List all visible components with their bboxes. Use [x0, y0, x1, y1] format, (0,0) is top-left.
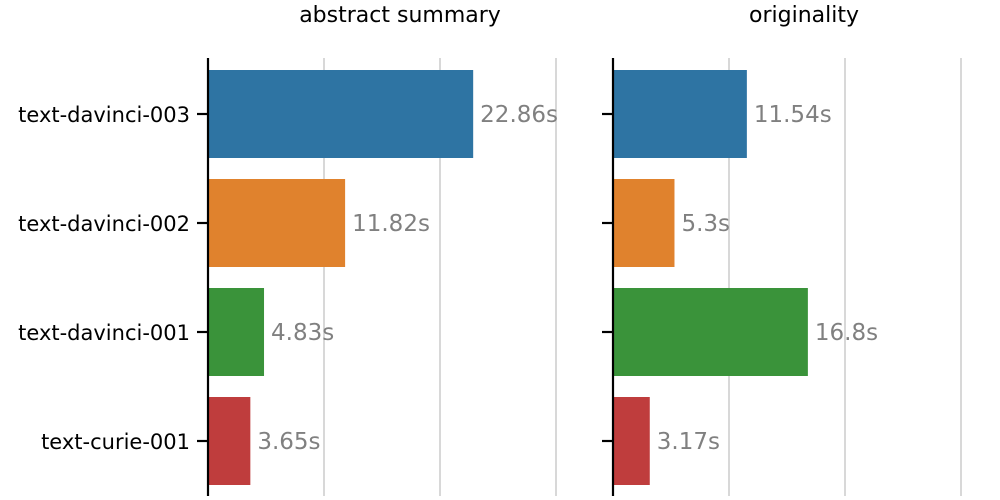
bar-text-davinci-001: [613, 288, 808, 376]
y-tick-labels: text-davinci-003 text-davinci-002 text-dav…: [18, 103, 190, 454]
bar-text-davinci-002: [208, 179, 346, 267]
panel-title-abstract-summary: abstract summary: [299, 3, 501, 28]
data-label-text-curie-001: 3.65s: [257, 429, 320, 455]
bar-text-davinci-003: [208, 70, 474, 158]
bar-text-curie-001: [208, 397, 251, 485]
data-label-text-davinci-001: 16.8s: [815, 320, 878, 346]
data-label-text-davinci-003: 22.86s: [480, 102, 558, 128]
bar-text-davinci-002: [613, 179, 675, 267]
panel-abstract-summary: abstract summary 22.86s 11.82s 4.83s 3.65s: [197, 3, 558, 496]
data-label-text-davinci-002: 5.3s: [681, 211, 730, 237]
bar-text-davinci-003: [613, 70, 747, 158]
y-tick-label-text-davinci-001: text-davinci-001: [18, 321, 190, 345]
bar-text-davinci-001: [208, 288, 265, 376]
bar-text-curie-001: [613, 397, 650, 485]
panel-originality: originality 11.54s 5.3s 16.8s 3.17s: [602, 3, 962, 496]
data-label-text-davinci-002: 11.82s: [352, 211, 430, 237]
y-tick-label-text-curie-001: text-curie-001: [41, 430, 190, 454]
y-tick-label-text-davinci-002: text-davinci-002: [18, 212, 190, 236]
data-label-text-davinci-001: 4.83s: [271, 320, 334, 346]
panel-title-originality: originality: [749, 3, 859, 28]
y-tick-label-text-davinci-003: text-davinci-003: [18, 103, 190, 127]
data-label-text-davinci-003: 11.54s: [754, 102, 832, 128]
data-label-text-curie-001: 3.17s: [657, 429, 720, 455]
